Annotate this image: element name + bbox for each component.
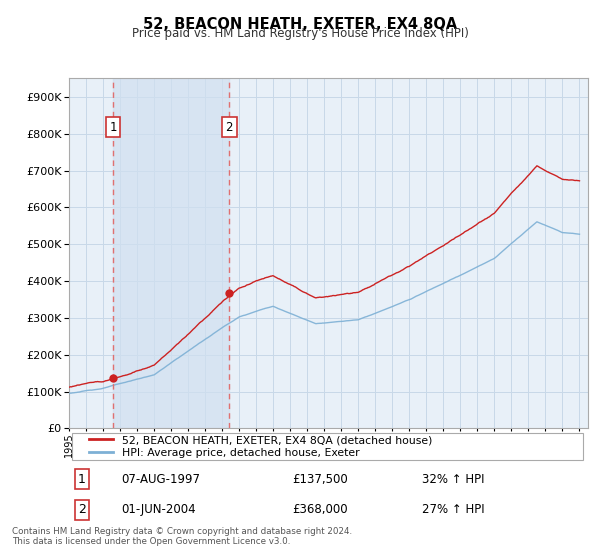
Text: 01-JUN-2004: 01-JUN-2004 [121, 503, 196, 516]
Text: 32% ↑ HPI: 32% ↑ HPI [422, 473, 484, 486]
Text: Price paid vs. HM Land Registry's House Price Index (HPI): Price paid vs. HM Land Registry's House … [131, 27, 469, 40]
Text: £368,000: £368,000 [292, 503, 348, 516]
Text: 1: 1 [78, 473, 86, 486]
FancyBboxPatch shape [71, 433, 583, 460]
Text: 2: 2 [226, 121, 233, 134]
Bar [113, 78, 229, 428]
Text: 1: 1 [109, 121, 117, 134]
Text: 07-AUG-1997: 07-AUG-1997 [121, 473, 200, 486]
Text: £137,500: £137,500 [292, 473, 348, 486]
Text: 27% ↑ HPI: 27% ↑ HPI [422, 503, 485, 516]
Text: 52, BEACON HEATH, EXETER, EX4 8QA: 52, BEACON HEATH, EXETER, EX4 8QA [143, 17, 457, 32]
Text: Contains HM Land Registry data © Crown copyright and database right 2024.
This d: Contains HM Land Registry data © Crown c… [12, 527, 352, 547]
Legend: 52, BEACON HEATH, EXETER, EX4 8QA (detached house), HPI: Average price, detached: 52, BEACON HEATH, EXETER, EX4 8QA (detac… [85, 431, 436, 463]
Text: 2: 2 [78, 503, 86, 516]
